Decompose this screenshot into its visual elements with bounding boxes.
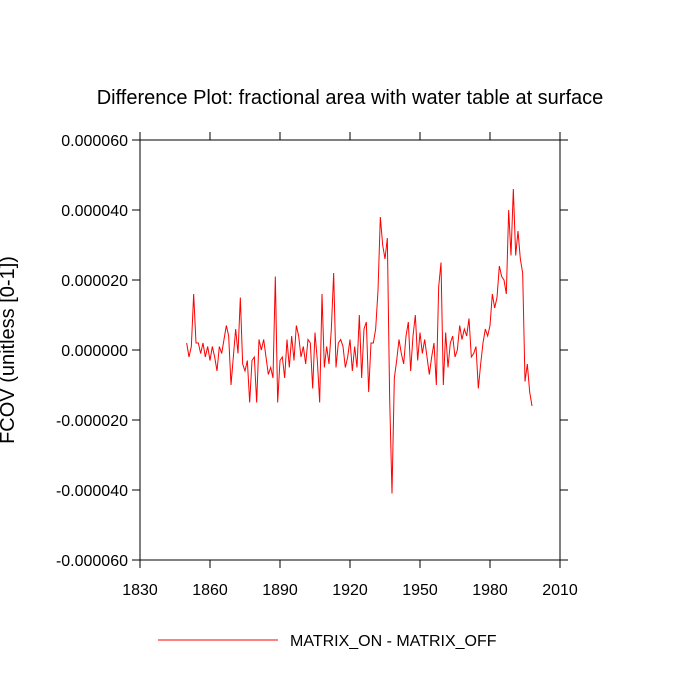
plot-frame [139, 139, 561, 561]
x-tick-label: 1860 [192, 582, 228, 599]
chart-title: Difference Plot: fractional area with wa… [97, 87, 604, 109]
x-tick-label: 1920 [332, 582, 368, 599]
y-tick-label: -0.000040 [56, 483, 128, 500]
x-tick-label: 2010 [542, 582, 578, 599]
y-tick-label: -0.000020 [56, 413, 128, 430]
x-tick-label: 1980 [472, 582, 508, 599]
y-tick-label: 0.000040 [61, 203, 128, 220]
y-tick-label: 0.000060 [61, 133, 128, 150]
data-line [186, 188, 533, 494]
y-tick-label: -0.000060 [56, 553, 128, 570]
legend-label: MATRIX_ON - MATRIX_OFF [290, 633, 497, 650]
x-tick-label: 1830 [122, 582, 158, 599]
x-tick-label: 1950 [402, 582, 438, 599]
y-tick-label: 0.000000 [61, 343, 128, 360]
y-axis-label: FCOV (unitless [0-1]) [0, 256, 19, 444]
y-tick-label: 0.000020 [61, 273, 128, 290]
x-tick-label: 1890 [262, 582, 298, 599]
